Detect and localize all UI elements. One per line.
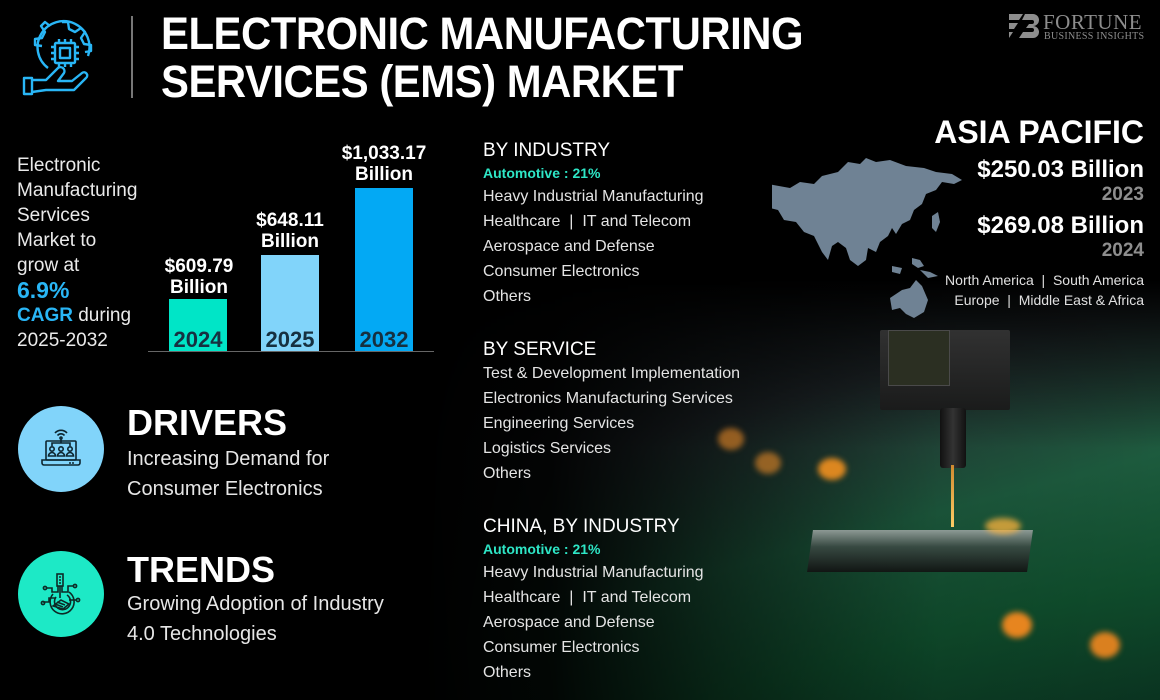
segment-item: Aerospace and Defense [483,238,655,255]
other-regions: North America | South America Europe | M… [934,270,1144,310]
bar-year-label: 2024 [173,327,223,352]
segment-item: Others [483,288,532,305]
segment-by-service: BY SERVICE Test & Development Implementa… [483,339,740,486]
bokeh-light [818,458,846,480]
header-divider [131,16,133,98]
title-line-1: ELECTRONIC MANUFACTURING [161,8,804,59]
summary-line: Manufacturing [17,180,138,201]
segment-item: Others [483,664,532,681]
cagr-suffix: during [72,305,132,326]
segment-item: Heavy Industrial Manufacturing [483,564,704,581]
bar-value-label: $1,033.17 Billion [324,143,444,185]
drivers-heading: DRIVERS [127,402,288,443]
laptop-network-icon [41,429,81,466]
region-value-2023: $250.03 Billion [977,156,1144,183]
dispensing-nozzle-image [940,408,966,468]
bar-value: $1,033.17 [341,143,427,164]
pcb-assembly-photo [420,280,1160,700]
trends-heading: TRENDS [127,549,276,590]
bar-value-label: $609.79 Billion [139,256,259,298]
region-title: ASIA PACIFIC [934,114,1144,150]
bokeh-light [755,452,781,474]
region-value-2024: $269.08 Billion [977,212,1144,239]
fortune-business-insights-logo: FORTUNE BUSINESS INSIGHTS [1007,10,1157,42]
bar-value: $609.79 [164,256,234,277]
drivers-description: Increasing Demand for Consumer Electroni… [127,444,329,504]
bar-value: $648.11 [256,210,324,231]
segment-item: Aerospace and Defense [483,614,655,631]
fbi-logo-mark-icon [1009,14,1039,38]
segment-highlight: Automotive : 21% [483,541,601,557]
asia-pacific-map-icon [772,158,962,318]
summary-line: Electronic [17,155,101,176]
bar-unit: Billion [260,231,320,252]
drivers-icon-circle [18,406,104,492]
segment-title: BY SERVICE [483,339,597,360]
bokeh-light [1090,632,1120,658]
region-year-2023: 2023 [1101,184,1144,205]
segment-item: Healthcare | IT and Telecom [483,589,692,606]
segment-item: Electronics Manufacturing Services [483,390,733,407]
other-regions-line: North America | South America [945,272,1144,288]
summary-line: Market to [17,230,97,251]
gear-chip-hand-icon [18,16,102,100]
bokeh-light [718,428,744,450]
page-title: ELECTRONIC MANUFACTURING SERVICES (EMS) … [161,10,868,106]
cagr-value: 6.9% [17,277,70,303]
segment-item: Heavy Industrial Manufacturing [483,188,704,205]
segment-item: Test & Development Implementation [483,365,741,382]
segment-title: BY INDUSTRY [483,140,611,161]
bar-unit: Billion [354,164,414,185]
other-regions-line: Europe | Middle East & Africa [954,292,1144,308]
segment-highlight: Automotive : 21% [483,165,601,181]
trends-description: Growing Adoption of Industry 4.0 Technol… [127,589,384,649]
bar-year-label: 2032 [359,327,409,352]
segment-title: CHINA, BY INDUSTRY [483,516,680,537]
bar-2025: 2025 [261,255,319,352]
dispensing-needle-image [951,465,954,527]
segment-by-industry: BY INDUSTRY Automotive : 21% Heavy Indus… [483,140,704,309]
title-line-2: SERVICES (EMS) MARKET [161,56,683,107]
circuit-hand-icon [40,573,81,615]
cagr-label: CAGR [17,305,73,326]
drivers-line: Consumer Electronics [127,478,323,500]
segment-item: Healthcare | IT and Telecom [483,213,692,230]
brand-subtitle: BUSINESS INSIGHTS [1044,31,1145,42]
segment-item: Consumer Electronics [483,263,640,280]
pcb-board-image [807,530,1033,572]
bar-2032: 2032 [355,188,413,352]
brand-name: FORTUNE [1043,10,1143,34]
solder-glow [985,518,1021,534]
bar-year-label: 2025 [265,327,315,352]
market-summary: Electronic Manufacturing Services Market… [17,153,137,353]
bar-value-label: $648.11 Billion [230,210,350,252]
trends-line: 4.0 Technologies [127,623,277,645]
bar-unit: Billion [169,277,229,298]
segment-item: Others [483,465,532,482]
drivers-line: Increasing Demand for [127,448,330,470]
summary-line: Services [17,205,90,226]
machine-screen-image [888,330,950,386]
chart-baseline [148,351,434,352]
forecast-period: 2025-2032 [17,330,108,351]
summary-line: grow at [17,255,80,276]
region-year-2024: 2024 [1101,240,1144,261]
segment-china-by-industry: CHINA, BY INDUSTRY Automotive : 21% Heav… [483,516,704,685]
segment-item: Engineering Services [483,415,635,432]
bar-2024: 2024 [169,299,227,352]
bokeh-light [1002,612,1032,638]
region-summary: ASIA PACIFIC $250.03 Billion 2023 $269.0… [934,114,1144,310]
segment-item: Logistics Services [483,440,612,457]
market-size-bar-chart: $609.79 Billion 2024 $648.11 Billion 202… [148,140,434,354]
segment-item: Consumer Electronics [483,639,640,656]
cagr-label-line: CAGR during [17,303,137,328]
trends-line: Growing Adoption of Industry [127,593,384,615]
trends-icon-circle [18,551,104,637]
